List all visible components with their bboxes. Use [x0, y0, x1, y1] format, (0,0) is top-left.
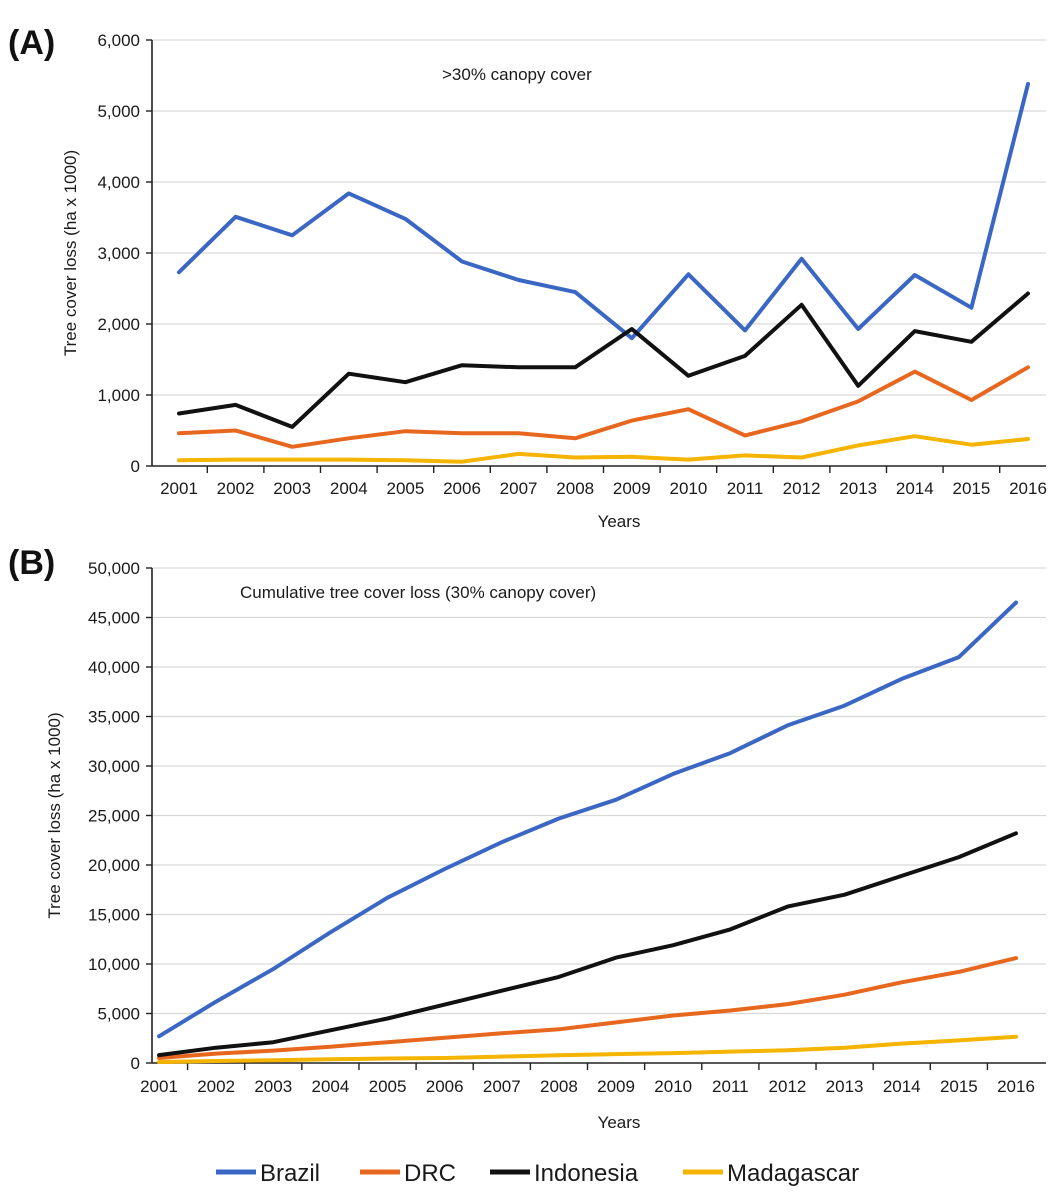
panel-a-ytick-label: 2,000	[97, 315, 140, 334]
panel-b-ytick-label: 50,000	[88, 559, 140, 578]
panel-a-xtick-label: 2011	[727, 479, 764, 498]
panel-b-ytick-label: 25,000	[88, 807, 140, 826]
panel-a-xtick-label: 2010	[669, 479, 707, 498]
panel-b-xtick-label: 2009	[597, 1077, 635, 1096]
panel-b-xtick-label: 2006	[426, 1077, 464, 1096]
panel-a-y-axis-label: Tree cover loss (ha x 1000)	[61, 150, 80, 356]
panel-a-annotation: >30% canopy cover	[442, 65, 592, 84]
panel-b-ytick-label: 20,000	[88, 856, 140, 875]
panel-b-ytick-label: 40,000	[88, 658, 140, 677]
panel-a-xtick-label: 2001	[160, 479, 198, 498]
panel-a-xtick-label: 2003	[273, 479, 311, 498]
panel-a-x-axis-label: Years	[598, 512, 641, 531]
panel-b-letter: (B)	[8, 544, 55, 582]
panel-a-xtick-label: 2008	[556, 479, 594, 498]
panel-b-xtick-label: 2003	[254, 1077, 292, 1096]
panel-a-xtick-label: 2007	[500, 479, 538, 498]
panel-b-ytick-label: 5,000	[97, 1005, 140, 1024]
legend-label-drc: DRC	[404, 1160, 456, 1187]
panel-a-xtick-label: 2005	[386, 479, 424, 498]
panel-b-annotation: Cumulative tree cover loss (30% canopy c…	[240, 583, 596, 602]
panel-a-series-brazil	[179, 84, 1028, 338]
panel-b-xtick-label: 2013	[826, 1077, 864, 1096]
panel-a-xtick-label: 2016	[1009, 479, 1047, 498]
panel-b-xtick-label: 2011	[712, 1077, 749, 1096]
panel-b-xtick-label: 2014	[883, 1077, 921, 1096]
panel-b-xtick-label: 2010	[654, 1077, 692, 1096]
panel-a-xtick-label: 2012	[783, 479, 821, 498]
panel-a-xtick-label: 2014	[896, 479, 934, 498]
panel-b-xtick-label: 2001	[140, 1077, 178, 1096]
panel-a: (A) 0 1,000 2,000 3,000 4,000 5,000 6,000 2001 20…	[8, 24, 1047, 531]
panel-b-series-brazil	[159, 603, 1016, 1037]
panel-b-xtick-label: 2007	[483, 1077, 521, 1096]
panel-b-series-indonesia	[159, 833, 1016, 1055]
legend: Brazil DRC Indonesia Madagascar	[216, 1160, 859, 1187]
legend-label-indonesia: Indonesia	[534, 1160, 639, 1187]
panel-b-ytick-label: 45,000	[88, 609, 140, 628]
panel-a-xtick-label: 2002	[217, 479, 255, 498]
panel-a-ytick-label: 3,000	[97, 244, 140, 263]
legend-label-madagascar: Madagascar	[727, 1160, 859, 1187]
panel-b-xtick-label: 2008	[540, 1077, 578, 1096]
panel-a-ytick-label: 4,000	[97, 173, 140, 192]
panel-b-ytick-label: 35,000	[88, 708, 140, 727]
panel-a-ytick-label: 1,000	[97, 386, 140, 405]
panel-a-xtick-label: 2015	[952, 479, 990, 498]
panel-a-xtick-label: 2009	[613, 479, 651, 498]
panel-b: (B) 0 5,000 10,000 15,000 20,000 25,000 30,000 3…	[8, 544, 1046, 1132]
panel-b-xtick-label: 2002	[197, 1077, 235, 1096]
panel-a-series-madagascar	[179, 436, 1028, 462]
panel-b-xtick-label: 2016	[997, 1077, 1035, 1096]
panel-b-xtick-label: 2005	[369, 1077, 407, 1096]
panel-b-ytick-label: 0	[131, 1054, 140, 1073]
panel-a-series-drc	[179, 367, 1028, 447]
panel-b-xtick-label: 2004	[311, 1077, 349, 1096]
panel-b-ytick-label: 10,000	[88, 955, 140, 974]
panel-a-xtick-label: 2006	[443, 479, 481, 498]
panel-a-ytick-label: 5,000	[97, 102, 140, 121]
legend-label-brazil: Brazil	[260, 1160, 320, 1187]
panel-a-xtick-label: 2013	[839, 479, 877, 498]
panel-b-xtick-label: 2015	[940, 1077, 978, 1096]
panel-a-xtick-label: 2004	[330, 479, 368, 498]
panel-a-ytick-label: 6,000	[97, 31, 140, 50]
panel-b-ytick-label: 30,000	[88, 757, 140, 776]
panel-b-y-axis-label: Tree cover loss (ha x 1000)	[45, 712, 64, 918]
panel-b-xtick-label: 2012	[769, 1077, 807, 1096]
panel-b-x-axis-label: Years	[598, 1113, 641, 1132]
panel-a-letter: (A)	[8, 24, 55, 62]
panel-a-ytick-label: 0	[131, 457, 140, 476]
panel-b-ytick-label: 15,000	[88, 906, 140, 925]
